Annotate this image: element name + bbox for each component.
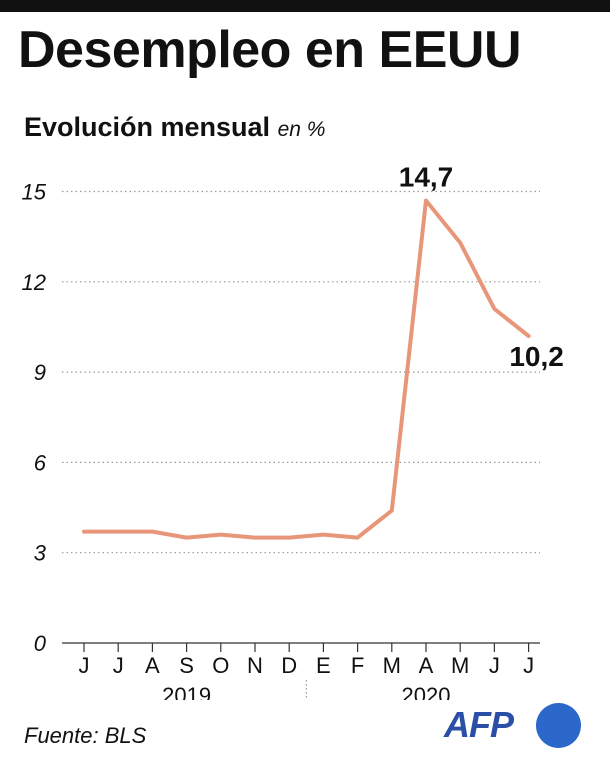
source-note: Fuente: BLS [24, 723, 147, 748]
year-label: 2020 [402, 683, 451, 700]
chart-title: Desempleo en EEUU [18, 21, 522, 79]
afp-logo: AFP [444, 702, 584, 752]
x-tick-label: N [247, 653, 263, 678]
value-annotation: 10,2 [509, 341, 564, 372]
chart-subtitle: Evolución mensual en % [24, 112, 325, 143]
logo-dot [536, 703, 581, 748]
value-annotation: 14,7 [399, 162, 454, 193]
subtitle-text: Evolución mensual [24, 112, 271, 142]
y-tick-label: 9 [34, 360, 46, 385]
series-line [82, 198, 531, 540]
x-tick-label: J [523, 653, 534, 678]
x-tick-label: A [419, 653, 434, 678]
top-bar [0, 0, 610, 12]
y-tick-label: 12 [22, 270, 46, 295]
x-tick-label: A [145, 653, 160, 678]
x-tick-label: M [451, 653, 469, 678]
x-tick-label: D [281, 653, 297, 678]
logo-text: AFP [444, 704, 514, 745]
x-tick-label: O [212, 653, 229, 678]
y-tick-label: 15 [22, 180, 47, 205]
x-tick-label: M [383, 653, 401, 678]
x-tick-label: F [351, 653, 364, 678]
x-tick-label: J [79, 653, 90, 678]
y-tick-label: 0 [34, 631, 47, 656]
x-tick-label: J [489, 653, 500, 678]
subtitle-unit: en % [277, 118, 326, 141]
x-tick-label: E [316, 653, 331, 678]
x-tick-label: S [179, 653, 194, 678]
year-label: 2019 [162, 683, 211, 700]
y-tick-label: 6 [34, 450, 47, 475]
y-tick-label: 3 [34, 541, 47, 566]
x-tick-label: J [113, 653, 124, 678]
